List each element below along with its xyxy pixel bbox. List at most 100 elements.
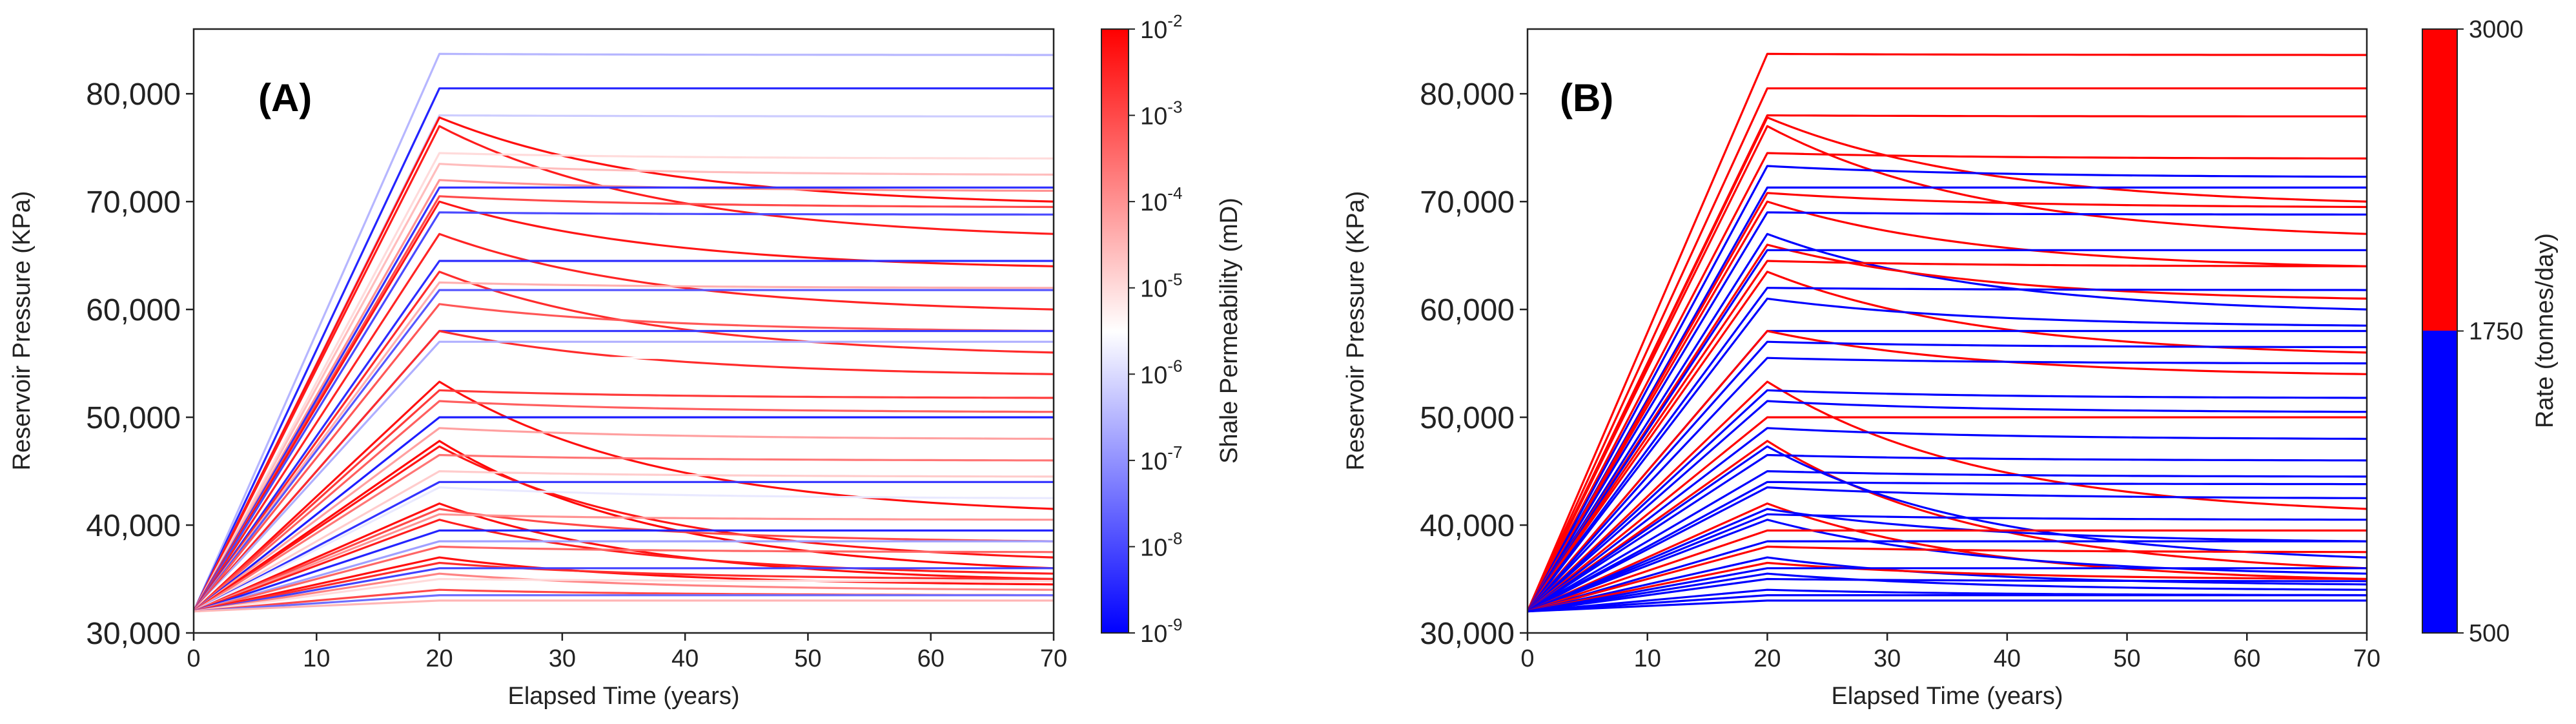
series-line [1528, 577, 2367, 613]
series-line [194, 416, 1054, 612]
panel-a-colorbar-ticks: 10-9 10-8 10-7 10-6 10-5 10-4 10-3 10-2 [1129, 11, 1182, 648]
series-line [1528, 260, 2367, 612]
series-line [194, 289, 1054, 612]
series-line [1528, 233, 2367, 612]
y-tick-label: 40,000 [86, 509, 181, 543]
series-line [1528, 186, 2367, 612]
panel-a-label: (A) [258, 76, 312, 119]
series-line [1528, 297, 2367, 612]
colorbar-tick-label: 10-5 [1140, 270, 1182, 303]
x-tick-label: 50 [794, 645, 821, 672]
panel-b-colorbar-red [2422, 29, 2457, 331]
series-line [194, 400, 1054, 612]
series-line [194, 163, 1054, 612]
series-line [1528, 519, 2367, 613]
series-line [194, 513, 1054, 613]
colorbar-tick-label: 500 [2469, 620, 2510, 647]
panel-b-x-ticks: 0 10 20 30 40 50 60 70 [1520, 633, 2380, 672]
series-line [1528, 453, 2367, 612]
series-line [1528, 114, 2367, 612]
x-tick-label: 60 [2233, 645, 2260, 672]
series-line [1528, 529, 2367, 613]
series-line [1528, 329, 2367, 612]
colorbar-tick-label: 10-8 [1140, 528, 1182, 561]
colorbar-tick-label: 10-6 [1140, 356, 1182, 389]
series-line [194, 200, 1054, 612]
y-tick-label: 30,000 [1420, 617, 1515, 651]
panel-a-colorbar [1101, 28, 1129, 634]
panel-a: 0 10 20 30 40 50 60 70 30,000 40,000 50,000 60,000… [8, 11, 1243, 710]
series-line [194, 125, 1054, 612]
colorbar-tick-label: 1750 [2469, 318, 2524, 346]
panel-a-x-axis-label: Elapsed Time (years) [507, 683, 739, 710]
series-line [1528, 287, 2367, 612]
series-line [1528, 481, 2367, 613]
panel-b-x-axis-label: Elapsed Time (years) [1831, 683, 2063, 710]
series-line [1528, 540, 2367, 613]
y-tick-label: 80,000 [86, 78, 181, 112]
colorbar-tick-label: 10-9 [1140, 615, 1182, 648]
series-line [194, 186, 1054, 612]
panel-a-x-ticks: 0 10 20 30 40 50 60 70 [187, 633, 1067, 672]
x-tick-label: 60 [917, 645, 945, 672]
series-line [1528, 357, 2367, 612]
series-line [194, 211, 1054, 612]
series-line [1528, 87, 2367, 612]
series-line [194, 599, 1054, 613]
series-line [1528, 599, 2367, 613]
x-tick-label: 0 [1520, 645, 1534, 672]
series-line [194, 567, 1054, 613]
series-line [194, 260, 1054, 612]
series-line [194, 152, 1054, 612]
y-tick-label: 40,000 [1420, 509, 1515, 543]
colorbar-tick-label: 10-2 [1140, 11, 1182, 44]
series-line [1528, 470, 2367, 612]
x-tick-label: 20 [1753, 645, 1781, 672]
series-line [1528, 427, 2367, 612]
colorbar-tick-label: 10-3 [1140, 98, 1182, 130]
series-line [194, 195, 1054, 612]
series-line [194, 470, 1054, 612]
series-line [194, 577, 1054, 613]
panel-b-y-ticks: 30,000 40,000 50,000 60,000 70,000 80,000 [1420, 78, 1528, 651]
panel-a-y-ticks: 30,000 40,000 50,000 60,000 70,000 80,000 [86, 78, 194, 651]
series-line [194, 114, 1054, 612]
series-line [1528, 329, 2367, 612]
panel-a-frame [192, 28, 1055, 634]
series-line [194, 340, 1054, 612]
x-tick-label: 10 [303, 645, 330, 672]
series-line [194, 529, 1054, 613]
y-tick-label: 30,000 [86, 617, 181, 651]
series-line [194, 481, 1054, 613]
series-line [194, 52, 1054, 612]
series-line [1528, 211, 2367, 612]
y-tick-label: 60,000 [86, 293, 181, 327]
panel-b-label: (B) [1560, 76, 1613, 119]
panel-b-y-axis-label: Reservoir Pressure (KPa) [1342, 191, 1369, 471]
series-line [1528, 416, 2367, 612]
series-line [194, 508, 1054, 613]
panel-b: 0 10 20 30 40 50 60 70 30,000 40,000 50,000 60,000… [1342, 16, 2559, 710]
series-line [1528, 340, 2367, 612]
series-line [1528, 567, 2367, 613]
panel-a-lines [194, 52, 1054, 613]
series-line [194, 427, 1054, 612]
x-tick-label: 10 [1634, 645, 1661, 672]
y-tick-label: 70,000 [1420, 185, 1515, 220]
series-line [1528, 486, 2367, 613]
panel-b-colorbar-label: Rate (tonnes/day) [2531, 233, 2559, 428]
series-line [1528, 165, 2367, 612]
series-line [194, 303, 1054, 612]
series-line [194, 453, 1054, 612]
series-line [194, 329, 1054, 612]
colorbar-tick-label: 10-7 [1140, 442, 1182, 475]
x-tick-label: 40 [671, 645, 699, 672]
series-line [1528, 271, 2367, 612]
x-tick-label: 40 [1994, 645, 2021, 672]
x-tick-label: 50 [2113, 645, 2140, 672]
x-tick-label: 30 [549, 645, 576, 672]
series-line [1528, 243, 2367, 612]
series-line [194, 540, 1054, 613]
x-tick-label: 0 [187, 645, 200, 672]
